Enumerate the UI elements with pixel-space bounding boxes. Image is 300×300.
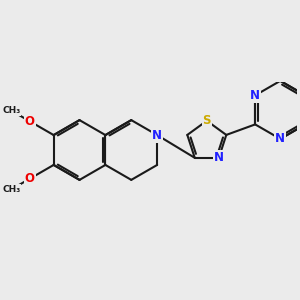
Text: O: O <box>25 172 34 185</box>
Text: N: N <box>214 151 224 164</box>
Text: N: N <box>250 89 260 102</box>
Text: CH₃: CH₃ <box>2 185 20 194</box>
Text: N: N <box>152 129 162 142</box>
Text: S: S <box>202 114 211 127</box>
Text: N: N <box>275 132 285 146</box>
Text: O: O <box>25 115 34 128</box>
Text: CH₃: CH₃ <box>2 106 20 115</box>
